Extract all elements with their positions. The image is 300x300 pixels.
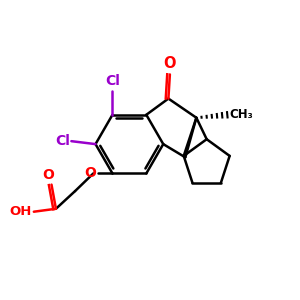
Text: OH: OH bbox=[9, 205, 32, 218]
Text: Cl: Cl bbox=[55, 134, 70, 148]
Text: O: O bbox=[164, 56, 176, 71]
Text: O: O bbox=[43, 168, 55, 182]
Text: Cl: Cl bbox=[105, 74, 120, 88]
Text: O: O bbox=[84, 167, 96, 180]
Text: CH₃: CH₃ bbox=[230, 108, 253, 121]
